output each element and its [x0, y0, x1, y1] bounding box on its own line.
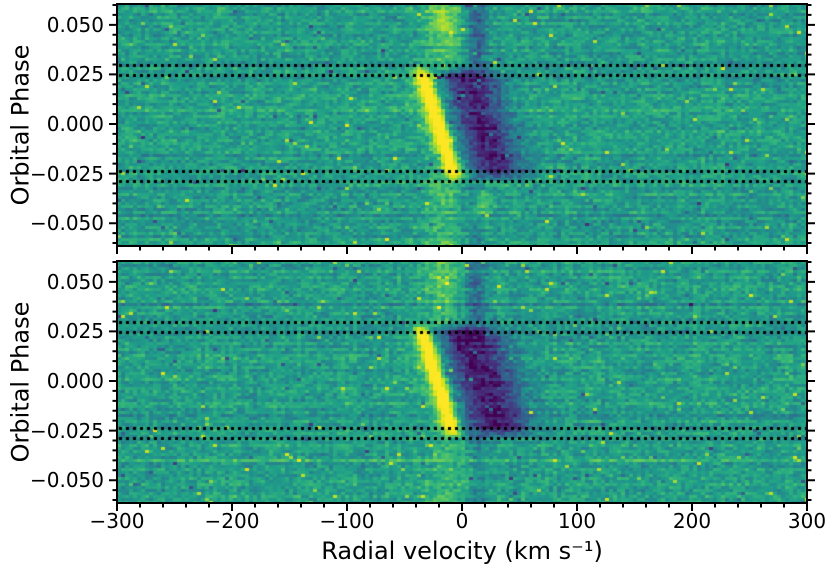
heatmap-bottom-panel	[117, 261, 807, 503]
x-tick-label: −200	[204, 509, 260, 533]
y-tick-label: −0.025	[29, 418, 104, 443]
x-axis-label: Radial velocity (km s⁻¹)	[321, 537, 603, 565]
y-tick-label: 0.050	[46, 12, 104, 37]
x-tick-label: −100	[319, 509, 375, 533]
y-tick-label: 0.025	[46, 62, 104, 87]
y-tick-label: −0.025	[29, 161, 104, 186]
y-axis-label-top: Orbital Phase	[5, 44, 34, 206]
heatmap-top-panel	[117, 4, 807, 246]
y-tick-label: 0.000	[46, 112, 104, 136]
y-tick-label: −0.050	[29, 211, 104, 236]
x-tick-label: 100	[557, 509, 597, 533]
y-tick-label: 0.050	[46, 269, 104, 294]
y-axis-label-bottom: Orbital Phase	[5, 301, 34, 463]
y-tick-label: 0.025	[46, 319, 104, 344]
x-tick-label: 300	[787, 509, 827, 533]
y-tick-label: −0.050	[29, 468, 104, 493]
x-tick-label: 200	[672, 509, 712, 533]
y-tick-label: 0.000	[46, 369, 104, 393]
x-tick-label: −300	[89, 509, 145, 533]
x-tick-label: 0	[455, 509, 469, 533]
